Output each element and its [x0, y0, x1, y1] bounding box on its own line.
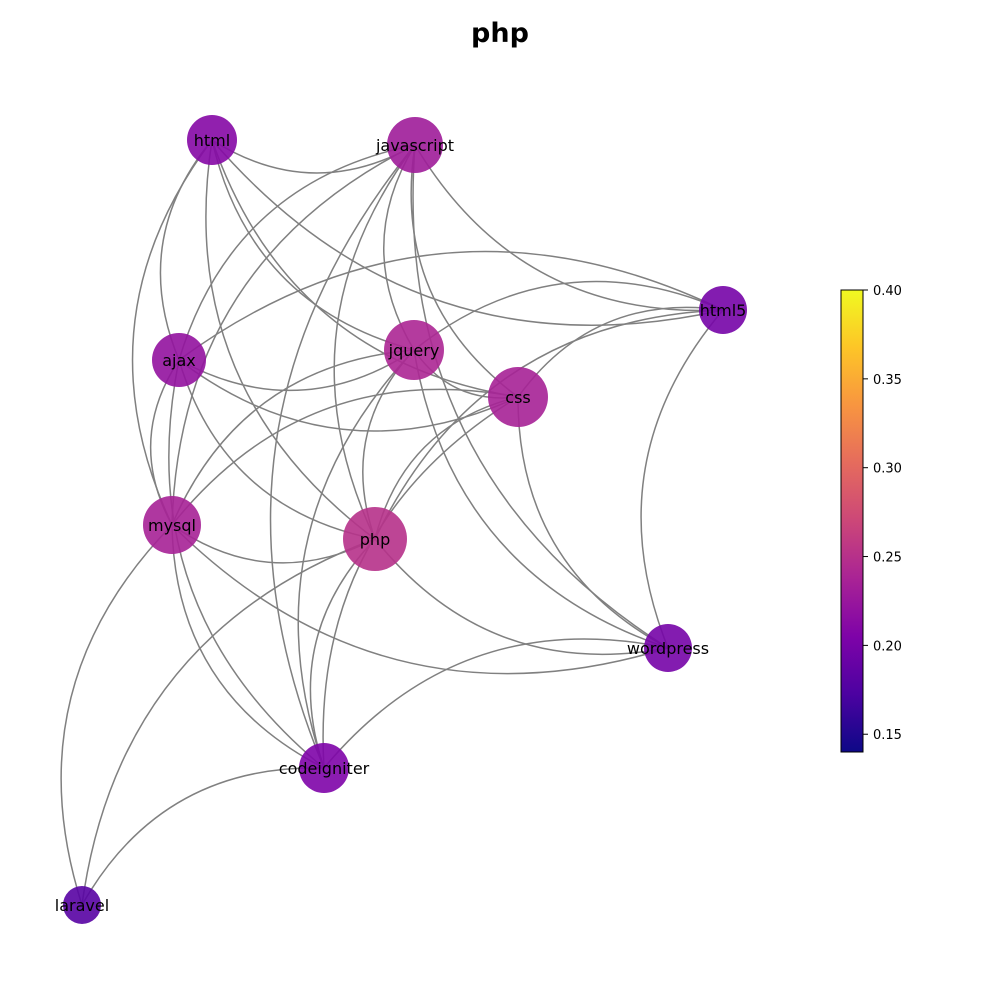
node-label-html5: html5 [700, 301, 747, 320]
node-circle-wordpress [644, 624, 692, 672]
edge-html-ajax [159, 139, 213, 361]
node-circle-codeigniter [299, 743, 349, 793]
node-circle-jquery [384, 320, 444, 380]
edge-css-codeigniter [322, 396, 519, 769]
edge-html-html5 [211, 139, 724, 326]
node-circle-php [343, 507, 407, 571]
edge-html5-css [517, 306, 724, 398]
node-layer: html javascript html5 ajax jquery css mysql php… [55, 115, 747, 924]
edge-javascript-mysql [171, 144, 416, 526]
node-html5[interactable]: html5 [699, 286, 747, 334]
node-label-javascript: javascript [375, 136, 454, 155]
node-label-codeigniter: codeigniter [279, 759, 370, 778]
edge-html-php [205, 139, 376, 540]
edge-html5-ajax [178, 250, 724, 361]
chart-title: php [471, 18, 529, 49]
edge-php-wordpress [374, 538, 669, 656]
node-circle-html [187, 115, 237, 165]
node-html[interactable]: html [187, 115, 237, 165]
colorbar-tick-label: 0.40 [873, 284, 902, 299]
edge-html-javascript [211, 139, 416, 174]
edge-javascript-ajax [178, 144, 416, 361]
edge-css-mysql [171, 388, 519, 526]
node-circle-laravel [63, 886, 101, 924]
edge-ajax-php [178, 359, 376, 540]
node-label-laravel: laravel [55, 896, 109, 915]
edge-css-wordpress [517, 396, 669, 649]
edge-ajax-css [178, 359, 519, 432]
colorbar-tick-label: 0.15 [873, 728, 902, 743]
edge-jquery-codeigniter [297, 349, 415, 769]
colorbar-tick-label: 0.25 [873, 551, 902, 566]
node-label-css: css [505, 388, 530, 407]
node-label-php: php [360, 530, 390, 549]
edge-jquery-mysql [171, 349, 415, 526]
edge-html-jquery [211, 139, 415, 351]
edge-mysql-codeigniter [171, 524, 325, 769]
node-php[interactable]: php [343, 507, 407, 571]
node-codeigniter[interactable]: codeigniter [279, 743, 370, 793]
edge-javascript-php [333, 144, 416, 540]
colorbar-ticks: 0.15 0.20 0.25 0.30 0.35 0.40 [863, 284, 902, 743]
edge-jquery-wordpress [413, 349, 669, 649]
node-circle-javascript [387, 117, 443, 173]
colorbar-tick-label: 0.20 [873, 639, 902, 654]
edge-ajax-jquery [178, 349, 415, 392]
node-css[interactable]: css [488, 367, 548, 427]
node-wordpress[interactable]: wordpress [627, 624, 709, 672]
colorbar-tick-label: 0.30 [873, 462, 902, 477]
node-label-html: html [194, 131, 230, 150]
node-label-ajax: ajax [162, 351, 196, 370]
edge-html-css [211, 139, 519, 398]
node-circle-css [488, 367, 548, 427]
edge-wordpress-codeigniter [323, 638, 669, 769]
edge-javascript-css [410, 144, 519, 398]
node-ajax[interactable]: ajax [152, 333, 206, 387]
edge-codeigniter-laravel [81, 767, 325, 906]
node-circle-html5 [699, 286, 747, 334]
edge-html-mysql [131, 139, 213, 526]
colorbar: 0.15 0.20 0.25 0.30 0.35 0.40 [840, 284, 902, 753]
node-label-jquery: jquery [388, 341, 440, 360]
edge-mysql-laravel [60, 524, 173, 906]
node-javascript[interactable]: javascript [375, 117, 454, 173]
node-mysql[interactable]: mysql [143, 496, 201, 554]
edge-html5-jquery [413, 280, 724, 351]
colorbar-gradient [840, 289, 864, 753]
edge-javascript-html5 [414, 144, 724, 312]
edge-ajax-codeigniter [168, 359, 325, 769]
node-label-mysql: mysql [148, 516, 196, 535]
edge-javascript-codeigniter [269, 144, 416, 769]
edge-php-codeigniter [309, 538, 376, 769]
node-circle-ajax [152, 333, 206, 387]
edge-javascript-jquery [383, 144, 416, 351]
node-laravel[interactable]: laravel [55, 886, 109, 924]
edge-php-laravel [81, 538, 376, 906]
edge-mysql-wordpress [171, 524, 669, 675]
colorbar-tick-label: 0.35 [873, 373, 902, 388]
edge-html5-wordpress [640, 309, 724, 649]
node-label-wordpress: wordpress [627, 639, 709, 658]
node-jquery[interactable]: jquery [384, 320, 444, 380]
node-circle-mysql [143, 496, 201, 554]
